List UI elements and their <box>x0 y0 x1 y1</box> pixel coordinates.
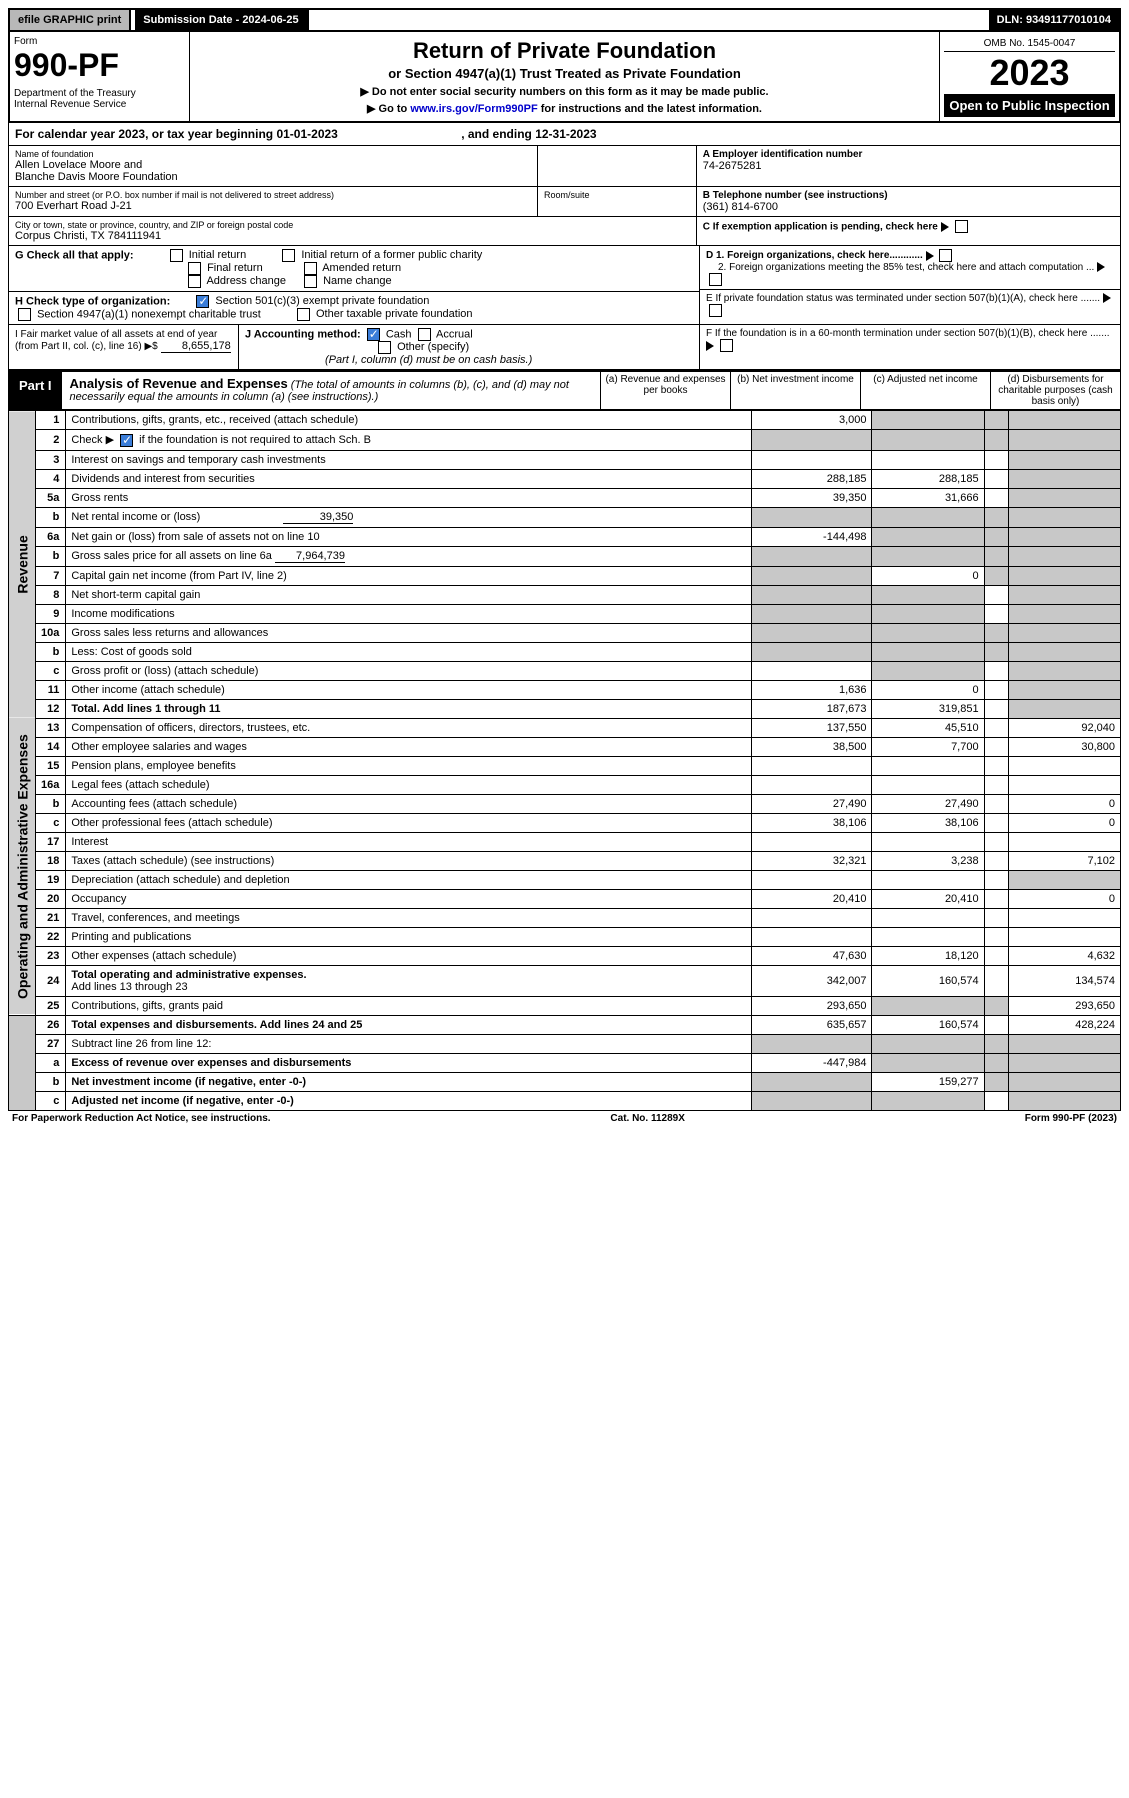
foundation-name: Allen Lovelace Moore and Blanche Davis M… <box>15 159 531 183</box>
instructions-link[interactable]: www.irs.gov/Form990PF <box>410 103 537 115</box>
d2-label: 2. Foreign organizations meeting the 85%… <box>718 262 1094 273</box>
col-b-hdr: (b) Net investment income <box>730 372 860 409</box>
chk-d1[interactable] <box>939 249 952 262</box>
i-value: 8,655,178 <box>161 340 231 353</box>
info-grid: Name of foundation Allen Lovelace Moore … <box>8 146 1121 246</box>
chk-initial-former[interactable] <box>282 249 295 262</box>
i-j-f-row: I Fair market value of all assets at end… <box>8 325 1121 370</box>
g-label: G Check all that apply: <box>15 249 134 261</box>
dln-label: DLN: 93491177010104 <box>989 10 1119 30</box>
j-note: (Part I, column (d) must be on cash basi… <box>325 354 532 366</box>
c-label: C If exemption application is pending, c… <box>703 221 938 232</box>
d1-label: D 1. Foreign organizations, check here..… <box>706 250 923 261</box>
addr-label: Number and street (or P.O. box number if… <box>15 190 531 200</box>
analysis-table: Revenue 1Contributions, gifts, grants, e… <box>8 410 1121 1111</box>
chk-e[interactable] <box>709 304 722 317</box>
topbar: efile GRAPHIC print Submission Date - 20… <box>8 8 1121 32</box>
chk-501c3[interactable] <box>196 295 209 308</box>
j-label: J Accounting method: <box>245 328 361 340</box>
h-label: H Check type of organization: <box>15 295 170 307</box>
chk-amended[interactable] <box>304 262 317 275</box>
tel-value: (361) 814-6700 <box>703 201 1114 213</box>
revenue-tab: Revenue <box>9 411 36 719</box>
street-address: 700 Everhart Road J-21 <box>15 200 531 212</box>
arrow-icon <box>1097 262 1105 272</box>
arrow-icon <box>1103 293 1111 303</box>
page-footer: For Paperwork Reduction Act Notice, see … <box>8 1111 1121 1126</box>
name-label: Name of foundation <box>15 149 531 159</box>
chk-other[interactable] <box>378 341 391 354</box>
city-label: City or town, state or province, country… <box>15 220 690 230</box>
room-label: Room/suite <box>544 190 690 200</box>
footer-left: For Paperwork Reduction Act Notice, see … <box>12 1113 271 1124</box>
form-title: Return of Private Foundation <box>196 38 933 64</box>
city-value: Corpus Christi, TX 784111941 <box>15 230 690 242</box>
chk-cash[interactable] <box>367 328 380 341</box>
arrow-icon <box>926 251 934 261</box>
chk-address[interactable] <box>188 275 201 288</box>
chk-schb[interactable] <box>120 434 133 447</box>
chk-4947[interactable] <box>18 308 31 321</box>
col-d-hdr: (d) Disbursements for charitable purpose… <box>990 372 1120 409</box>
tel-label: B Telephone number (see instructions) <box>703 190 1114 201</box>
submission-date: Submission Date - 2024-06-25 <box>135 10 308 30</box>
form-label: Form <box>14 36 185 47</box>
ein-value: 74-2675281 <box>703 160 1114 172</box>
form-subtitle: or Section 4947(a)(1) Trust Treated as P… <box>196 66 933 81</box>
dept-label: Department of the Treasury Internal Reve… <box>14 88 185 110</box>
omb-number: OMB No. 1545-0047 <box>944 36 1115 52</box>
part1-tag: Part I <box>9 372 62 409</box>
chk-accrual[interactable] <box>418 328 431 341</box>
form-header: Form 990-PF Department of the Treasury I… <box>8 32 1121 123</box>
tax-year: 2023 <box>944 52 1115 94</box>
col-a-hdr: (a) Revenue and expenses per books <box>600 372 730 409</box>
chk-initial[interactable] <box>170 249 183 262</box>
arrow-icon <box>941 222 949 232</box>
e-label: E If private foundation status was termi… <box>706 293 1100 304</box>
chk-name[interactable] <box>304 275 317 288</box>
footer-right: Form 990-PF (2023) <box>1025 1113 1117 1124</box>
arrow-icon <box>706 341 714 351</box>
note-link: ▶ Go to www.irs.gov/Form990PF for instru… <box>196 102 933 115</box>
note-ssn: ▶ Do not enter social security numbers o… <box>196 85 933 98</box>
chk-other-tax[interactable] <box>297 308 310 321</box>
expenses-tab: Operating and Administrative Expenses <box>9 718 36 1015</box>
part1-header: Part I Analysis of Revenue and Expenses … <box>8 370 1121 410</box>
chk-f[interactable] <box>720 339 733 352</box>
footer-mid: Cat. No. 11289X <box>610 1113 684 1124</box>
col-c-hdr: (c) Adjusted net income <box>860 372 990 409</box>
chk-final[interactable] <box>188 262 201 275</box>
part1-title: Analysis of Revenue and Expenses <box>70 376 288 391</box>
open-public-label: Open to Public Inspection <box>944 94 1115 117</box>
calendar-year-row: For calendar year 2023, or tax year begi… <box>8 123 1121 146</box>
chk-d2[interactable] <box>709 273 722 286</box>
g-d-row: G Check all that apply: Initial return I… <box>8 246 1121 325</box>
f-label: F If the foundation is in a 60-month ter… <box>706 328 1110 339</box>
form-number: 990-PF <box>14 47 185 84</box>
c-checkbox[interactable] <box>955 220 968 233</box>
efile-label: efile GRAPHIC print <box>10 10 131 30</box>
ein-label: A Employer identification number <box>703 149 1114 160</box>
